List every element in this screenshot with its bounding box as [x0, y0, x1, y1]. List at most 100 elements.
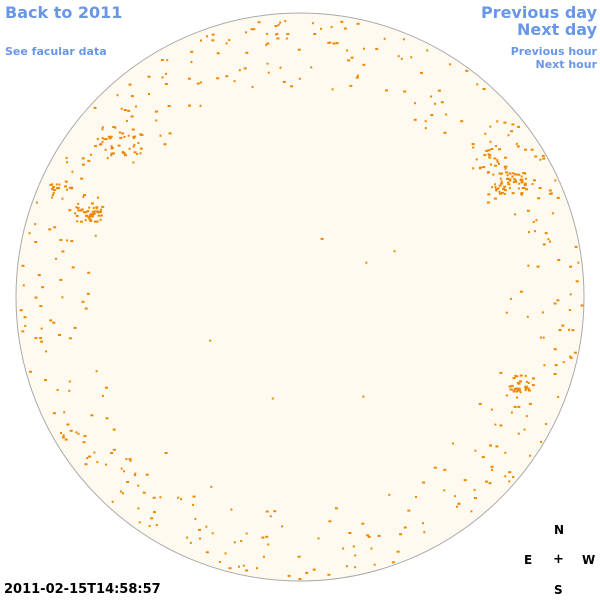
facula-point	[497, 187, 500, 190]
facula-point	[495, 145, 497, 147]
facula-point	[437, 89, 441, 92]
facula-point	[487, 149, 491, 152]
facula-point	[56, 389, 59, 391]
facula-point	[211, 39, 215, 42]
compass-east-label: E	[524, 553, 533, 567]
facula-point	[128, 147, 131, 150]
facula-point	[519, 290, 523, 293]
facula-point	[530, 148, 534, 151]
facula-point	[531, 183, 534, 185]
facula-point	[85, 214, 89, 217]
facula-point	[516, 145, 520, 148]
facula-point	[373, 563, 376, 566]
facula-point	[511, 123, 515, 126]
facula-point	[490, 408, 493, 411]
facula-point	[329, 41, 332, 44]
facula-point	[40, 327, 43, 330]
facula-point	[104, 148, 107, 151]
facula-point	[110, 135, 113, 138]
facula-point	[93, 220, 97, 223]
facula-point	[569, 355, 572, 358]
facula-point	[517, 432, 520, 435]
facula-point	[548, 189, 552, 192]
facula-point	[132, 135, 135, 138]
facula-point	[542, 336, 545, 339]
facula-point	[499, 177, 502, 180]
facula-point	[422, 522, 424, 525]
facula-point	[132, 145, 135, 148]
facula-point	[256, 567, 258, 570]
facula-point	[507, 181, 510, 184]
facula-point	[525, 188, 528, 191]
facula-point	[517, 125, 520, 128]
facula-point	[105, 138, 108, 141]
facula-point	[99, 210, 102, 213]
facula-point	[225, 42, 228, 45]
facula-point	[110, 145, 113, 148]
facula-point	[257, 21, 261, 24]
facula-point	[77, 432, 80, 435]
facula-point	[538, 187, 542, 189]
solar-disk-circle	[15, 12, 585, 582]
facula-point	[86, 457, 89, 460]
facula-point	[216, 52, 220, 55]
facula-point	[123, 470, 125, 473]
facula-point	[457, 502, 461, 505]
facula-point	[388, 493, 391, 496]
facula-point	[126, 119, 128, 122]
facula-point	[516, 389, 519, 392]
facula-point	[396, 550, 400, 553]
facula-point	[493, 157, 497, 160]
facula-point	[83, 194, 86, 196]
facula-point	[136, 153, 139, 156]
facula-point	[55, 257, 57, 260]
facula-point	[168, 132, 172, 135]
facula-point	[523, 428, 526, 431]
facula-point	[62, 434, 65, 437]
facula-point	[52, 321, 56, 324]
facula-point	[101, 137, 104, 140]
facula-point	[330, 26, 333, 29]
facula-point	[494, 186, 497, 189]
facula-point	[504, 165, 508, 168]
previous-day-link[interactable]: Previous day	[480, 3, 597, 22]
facula-point	[44, 379, 47, 382]
facula-point	[494, 423, 497, 426]
facula-point	[34, 296, 38, 299]
facula-point	[48, 228, 52, 231]
facula-point	[517, 173, 521, 176]
facula-point	[66, 188, 68, 191]
facula-point	[505, 171, 509, 174]
back-to-year-link[interactable]: Back to 2011	[5, 3, 123, 22]
facula-point	[543, 364, 546, 367]
facula-point	[218, 561, 221, 563]
facula-point	[233, 541, 236, 544]
next-day-link[interactable]: Next day	[517, 20, 597, 39]
facula-point	[261, 536, 265, 539]
facula-point	[148, 525, 151, 527]
see-facular-data-link[interactable]: See facular data	[5, 45, 107, 58]
facula-point	[137, 142, 140, 144]
facula-point	[21, 264, 25, 267]
facula-point	[92, 207, 95, 209]
facula-point	[342, 547, 345, 550]
facula-point	[64, 185, 67, 188]
next-hour-link[interactable]: Next hour	[535, 58, 598, 71]
facula-point	[127, 109, 131, 112]
facula-point	[539, 158, 542, 161]
facula-point	[89, 219, 93, 222]
facula-point	[320, 237, 324, 240]
facula-point	[110, 452, 114, 454]
facula-point	[68, 380, 71, 383]
facula-point	[460, 120, 464, 123]
facula-point	[81, 300, 85, 303]
facula-point	[112, 428, 116, 431]
facula-point	[561, 324, 565, 327]
facula-point	[98, 143, 102, 146]
facula-point	[424, 120, 427, 123]
previous-hour-link[interactable]: Previous hour	[510, 45, 597, 58]
facula-point	[568, 328, 570, 331]
facula-point	[59, 239, 63, 241]
facula-point	[514, 213, 517, 216]
facula-point	[238, 69, 241, 72]
